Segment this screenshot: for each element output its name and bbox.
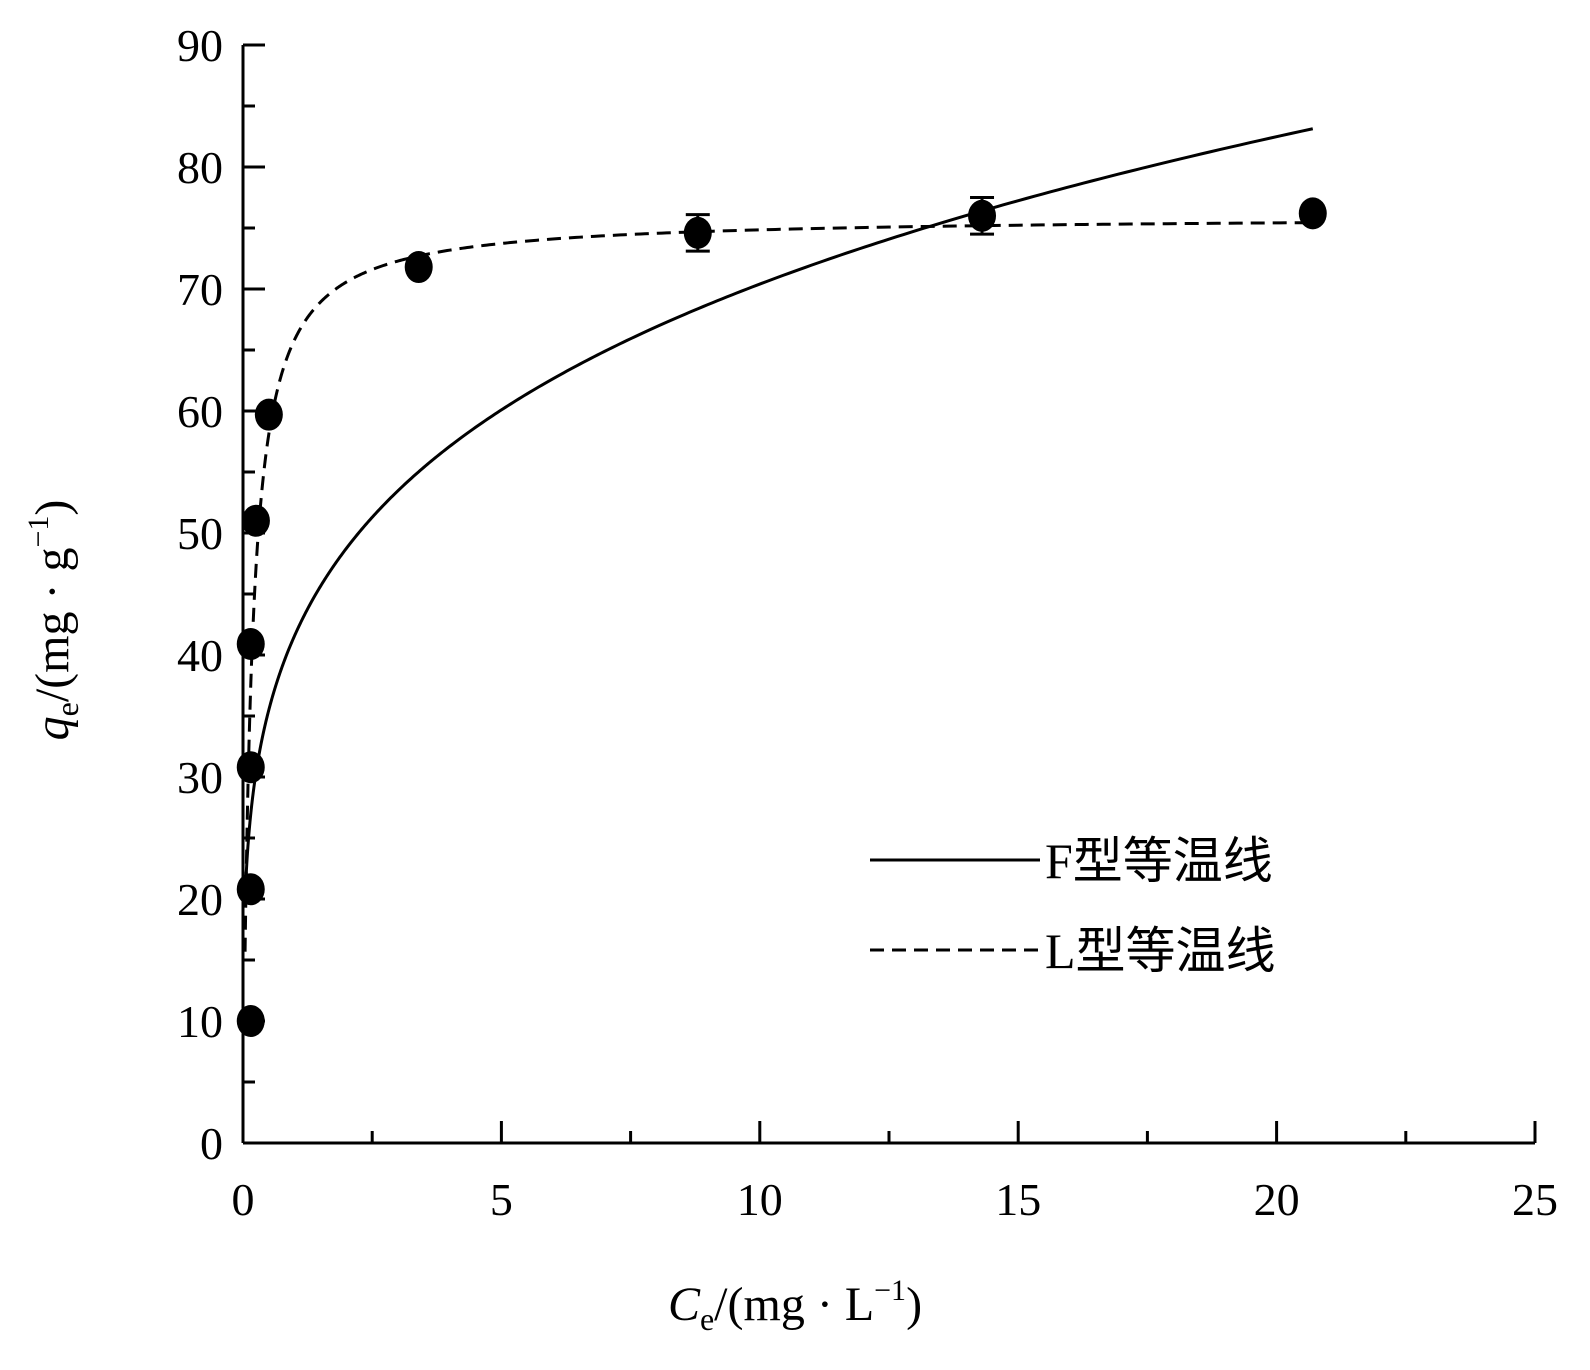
data-point: [236, 873, 265, 906]
x-tick-label: 10: [737, 1174, 783, 1225]
data-point: [241, 504, 270, 537]
legend-label: F型等温线: [1045, 833, 1273, 889]
y-tick-label: 10: [177, 996, 223, 1047]
y-tick-label: 50: [177, 508, 223, 559]
data-point: [236, 751, 265, 784]
y-tick-label: 0: [200, 1118, 223, 1169]
y-tick-label: 70: [177, 264, 223, 315]
y-axis-sub: e: [49, 702, 85, 716]
y-tick-label: 40: [177, 630, 223, 681]
svg-text:Ce/(mg · L−1): Ce/(mg · L−1): [668, 1274, 922, 1337]
svg-text:qe/(mg · g−1): qe/(mg · g−1): [22, 500, 85, 741]
x-axis-close: ): [906, 1278, 922, 1331]
y-axis-var: q: [26, 716, 79, 740]
data-point: [404, 251, 433, 284]
freundlich-fit-line: [244, 127, 1314, 888]
x-tick-label: 20: [1254, 1174, 1300, 1225]
y-tick-label: 80: [177, 142, 223, 193]
x-axis-sup: −1: [874, 1274, 906, 1307]
legend-label: L型等温线: [1045, 923, 1276, 979]
x-axis-unit: /(mg · L: [714, 1278, 874, 1331]
x-tick-label: 25: [1512, 1174, 1558, 1225]
data-point: [683, 216, 712, 249]
y-axis-close: ): [26, 500, 79, 516]
x-axis-title: Ce/(mg · L−1): [668, 1274, 922, 1337]
data-point: [254, 398, 283, 431]
data-point: [1298, 197, 1327, 230]
y-tick-label: 20: [177, 874, 223, 925]
data-point: [968, 199, 997, 232]
y-tick-label: 30: [177, 752, 223, 803]
y-axis-sup: −1: [22, 516, 55, 548]
y-axis-title: qe/(mg · g−1): [22, 500, 85, 741]
data-point: [236, 1005, 265, 1037]
data-point: [236, 628, 265, 661]
x-axis-var: C: [668, 1278, 701, 1331]
y-tick-label: 60: [177, 386, 223, 437]
langmuir-fit-line: [243, 221, 1313, 952]
x-axis-sub: e: [700, 1301, 714, 1337]
y-axis-unit: /(mg · g: [26, 548, 79, 703]
y-tick-label: 90: [177, 20, 223, 71]
x-tick-label: 15: [995, 1174, 1041, 1225]
x-tick-label: 5: [490, 1174, 513, 1225]
x-tick-label: 0: [232, 1174, 255, 1225]
